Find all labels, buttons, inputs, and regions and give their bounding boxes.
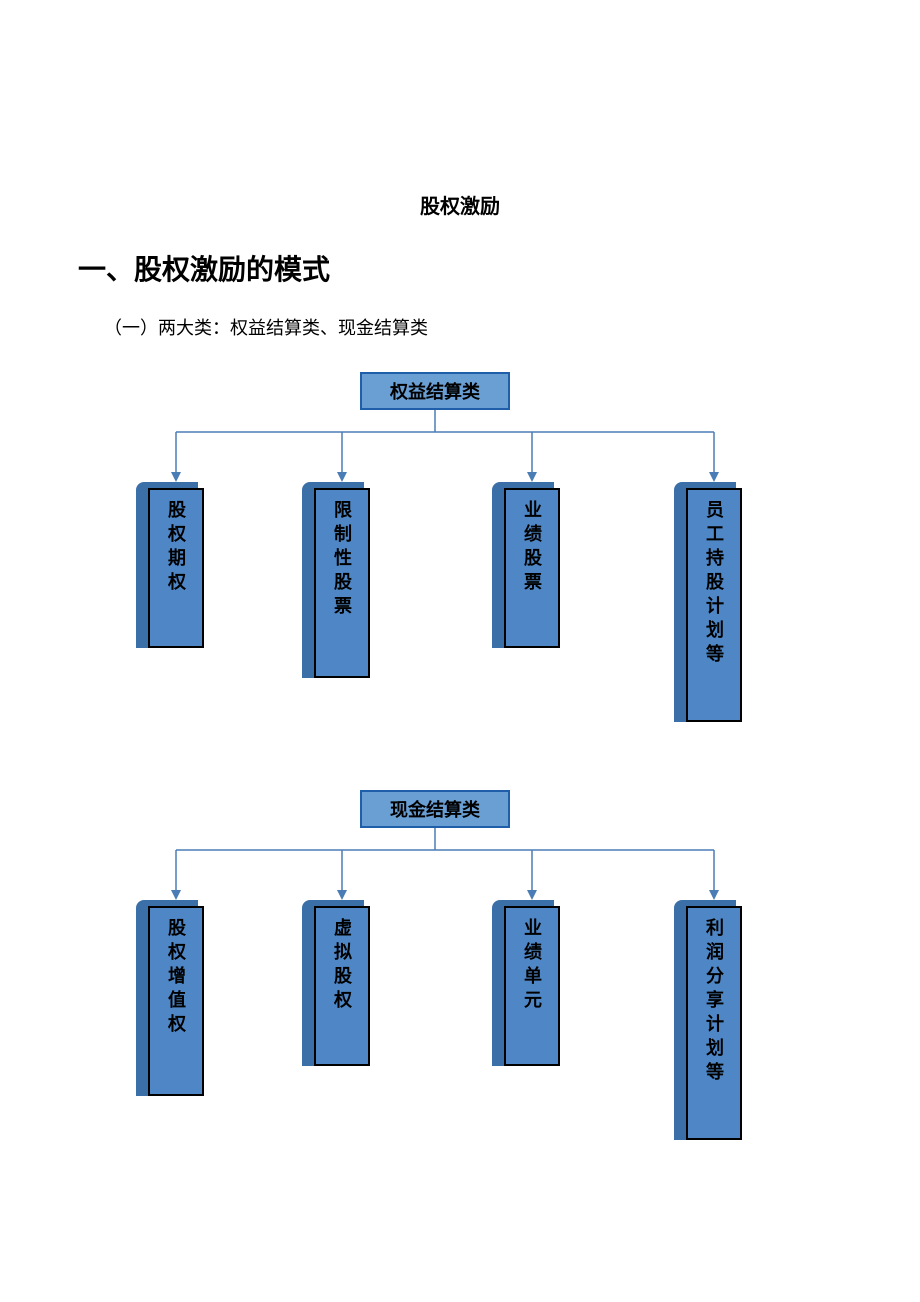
tree-child-label: 利润分享计划等 bbox=[701, 918, 727, 1086]
tree-child: 虚拟股权 bbox=[314, 906, 370, 1066]
doc-title: 股权激励 bbox=[0, 190, 920, 219]
tree-child: 员工持股计划等 bbox=[686, 488, 742, 722]
tree-root: 权益结算类 bbox=[360, 372, 510, 410]
doc-heading: 一、股权激励的模式 bbox=[78, 248, 330, 288]
tree-child-label: 员工持股计划等 bbox=[701, 500, 727, 668]
diagram-equity-settlement: 权益结算类股权期权 限制性股票 业绩股票 员工持股计划等 bbox=[0, 372, 920, 742]
tree-child-label: 虚拟股权 bbox=[329, 918, 355, 1014]
tree-child: 业绩单元 bbox=[504, 906, 560, 1066]
doc-subheading: （一）两大类：权益结算类、现金结算类 bbox=[104, 314, 428, 340]
tree-child: 业绩股票 bbox=[504, 488, 560, 648]
tree-root: 现金结算类 bbox=[360, 790, 510, 828]
tree-child: 利润分享计划等 bbox=[686, 906, 742, 1140]
tree-child-label: 业绩股票 bbox=[519, 500, 545, 596]
tree-child-label: 限制性股票 bbox=[329, 500, 355, 620]
tree-child-label: 股权期权 bbox=[163, 500, 189, 596]
tree-child: 股权增值权 bbox=[148, 906, 204, 1096]
tree-child-label: 业绩单元 bbox=[519, 918, 545, 1014]
tree-child-label: 股权增值权 bbox=[163, 918, 189, 1038]
tree-child: 限制性股票 bbox=[314, 488, 370, 678]
diagram-cash-settlement: 现金结算类股权增值权 虚拟股权 业绩单元 利润分享计划等 bbox=[0, 790, 920, 1160]
tree-child: 股权期权 bbox=[148, 488, 204, 648]
